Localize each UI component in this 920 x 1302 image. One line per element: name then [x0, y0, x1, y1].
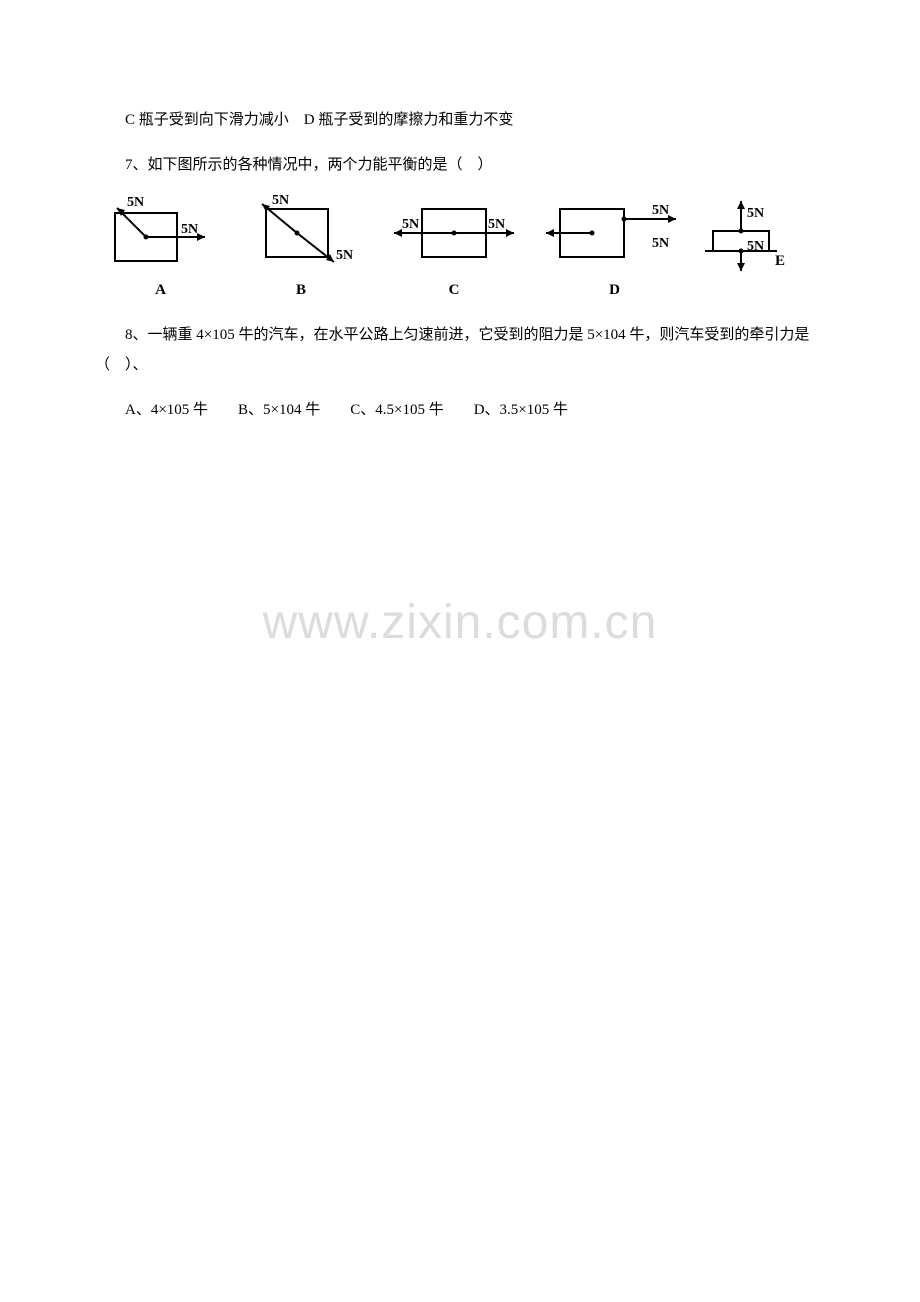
- text-line-q7: 7、如下图所示的各种情况中，两个力能平衡的是（ ）: [95, 150, 825, 180]
- svg-text:5N: 5N: [652, 236, 669, 251]
- svg-text:5N: 5N: [747, 239, 764, 254]
- diagram-label-b: B: [296, 275, 306, 305]
- svg-text:5N: 5N: [402, 217, 419, 232]
- svg-text:E: E: [775, 253, 785, 269]
- text-line-q8: 8、一辆重 4×105 牛的汽车，在水平公路上匀速前进，它受到的阻力是 5×10…: [95, 320, 825, 380]
- diagram-b: 5N 5N B: [236, 195, 366, 305]
- diagram-label-c: C: [449, 275, 460, 305]
- svg-text:5N: 5N: [652, 203, 669, 218]
- watermark: www.zixin.com.cn: [0, 595, 920, 650]
- text-line-q8-options: A、4×105 牛 B、5×104 牛 C、4.5×105 牛 D、3.5×10…: [95, 395, 825, 425]
- diagram-row: 5N 5N A 5N 5N: [103, 195, 825, 305]
- diagram-e: 5N 5N E E: [705, 195, 795, 305]
- svg-text:5N: 5N: [127, 195, 144, 210]
- svg-text:5N: 5N: [181, 222, 198, 237]
- diagram-a: 5N 5N A: [103, 195, 218, 305]
- diagram-c: 5N 5N C: [384, 195, 524, 305]
- diagram-label-d: D: [609, 275, 620, 305]
- svg-text:5N: 5N: [488, 217, 505, 232]
- diagram-d: 5N 5N D: [542, 195, 687, 305]
- diagram-label-a: A: [155, 275, 166, 305]
- text-line-cd: C 瓶子受到向下滑力减小 D 瓶子受到的摩擦力和重力不变: [95, 105, 825, 135]
- svg-text:5N: 5N: [272, 195, 289, 208]
- svg-text:5N: 5N: [747, 206, 764, 221]
- svg-text:5N: 5N: [336, 248, 353, 263]
